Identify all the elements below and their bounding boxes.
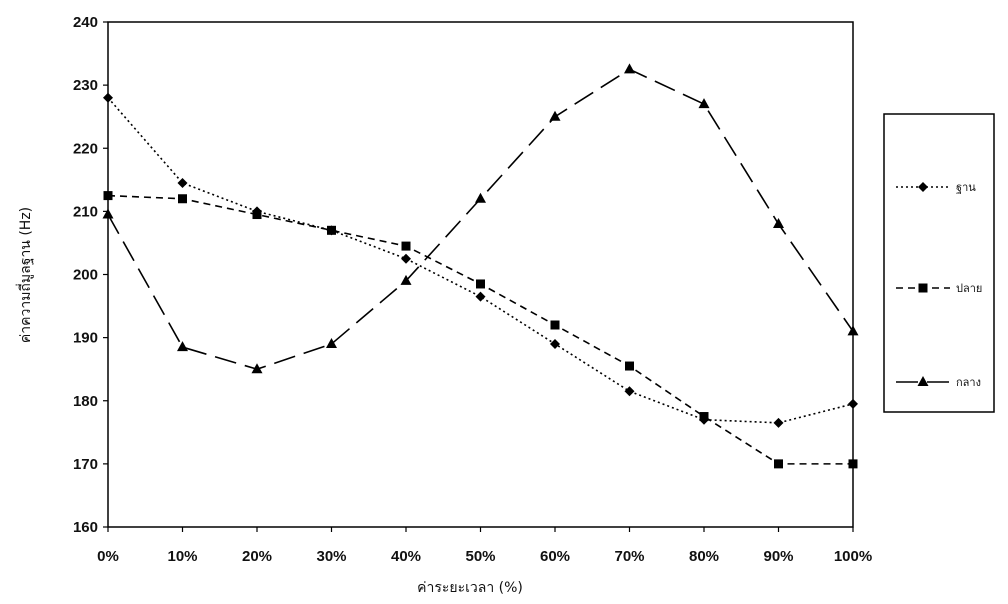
data-point bbox=[624, 386, 635, 397]
data-point bbox=[103, 191, 113, 201]
data-point bbox=[774, 459, 783, 469]
legend-label: ปลาย bbox=[956, 282, 982, 295]
data-point bbox=[401, 241, 411, 251]
plot-frame bbox=[107, 21, 854, 528]
y-tick-label: 180 bbox=[73, 393, 98, 410]
data-point bbox=[550, 338, 560, 349]
data-point bbox=[400, 274, 412, 285]
x-tick-label: 70% bbox=[614, 548, 644, 565]
y-axis: 160 170 180 190 200 210 220 230 240 bbox=[73, 14, 108, 536]
data-point bbox=[103, 92, 113, 103]
y-tick-label: 170 bbox=[73, 456, 98, 473]
x-tick-label: 10% bbox=[167, 548, 197, 565]
x-tick-label: 40% bbox=[391, 548, 421, 565]
x-tick-label: 30% bbox=[316, 548, 346, 565]
data-point bbox=[698, 98, 710, 109]
data-point bbox=[178, 194, 187, 204]
data-point bbox=[326, 337, 337, 348]
x-tick-label: 60% bbox=[540, 548, 570, 565]
legend-marker bbox=[918, 283, 928, 293]
x-tick-label: 0% bbox=[97, 548, 119, 565]
series-layer bbox=[102, 63, 859, 469]
series-triangle bbox=[102, 63, 859, 374]
data-point bbox=[475, 291, 486, 302]
data-point bbox=[327, 225, 336, 235]
data-point bbox=[102, 208, 114, 219]
x-axis: 0% 10% 20% 30% 40% 50% 60% 70% 80% 90% 100% bbox=[97, 527, 872, 565]
legend-marker bbox=[917, 376, 929, 386]
y-tick-label: 200 bbox=[73, 267, 98, 284]
x-tick-label: 90% bbox=[763, 548, 793, 565]
y-tick-label: 240 bbox=[73, 14, 98, 31]
data-point bbox=[476, 279, 485, 289]
series-line bbox=[107, 97, 854, 424]
data-point bbox=[773, 417, 784, 428]
data-point bbox=[550, 320, 560, 330]
y-tick-label: 160 bbox=[73, 519, 98, 536]
data-point bbox=[177, 177, 188, 188]
x-tick-label: 100% bbox=[834, 548, 872, 565]
y-tick-label: 210 bbox=[73, 203, 98, 220]
data-point bbox=[177, 341, 188, 352]
data-point bbox=[773, 218, 784, 228]
data-point bbox=[699, 412, 709, 422]
legend-label: ฐาน bbox=[956, 181, 976, 194]
series-line bbox=[107, 68, 854, 371]
x-tick-label: 50% bbox=[465, 548, 495, 565]
legend-marker bbox=[918, 182, 928, 192]
series-square bbox=[103, 191, 858, 469]
x-tick-label: 80% bbox=[689, 548, 719, 565]
legend-label: กลาง bbox=[956, 376, 981, 389]
x-tick-label: 20% bbox=[242, 548, 272, 565]
y-tick-label: 220 bbox=[73, 140, 98, 157]
data-point bbox=[847, 325, 859, 336]
series-diamond bbox=[103, 92, 858, 428]
x-axis-title: ค่าระยะเวลา (%) bbox=[417, 580, 523, 596]
series-line bbox=[107, 194, 853, 465]
data-point bbox=[625, 361, 634, 371]
data-point bbox=[848, 398, 858, 409]
data-point bbox=[848, 459, 858, 469]
legend-item: กลาง bbox=[896, 376, 981, 389]
data-point bbox=[401, 253, 411, 264]
y-tick-label: 190 bbox=[73, 330, 98, 347]
legend-box bbox=[883, 113, 995, 413]
data-point bbox=[251, 363, 263, 374]
data-point bbox=[549, 110, 561, 121]
y-tick-label: 230 bbox=[73, 77, 98, 94]
y-axis-title: ค่าความถี่มูลฐาน (Hz) bbox=[16, 207, 34, 343]
legend-item: ปลาย bbox=[896, 282, 982, 295]
data-point bbox=[624, 63, 635, 74]
legend-item: ฐาน bbox=[896, 181, 976, 194]
data-point bbox=[475, 192, 486, 203]
data-point bbox=[252, 210, 262, 220]
